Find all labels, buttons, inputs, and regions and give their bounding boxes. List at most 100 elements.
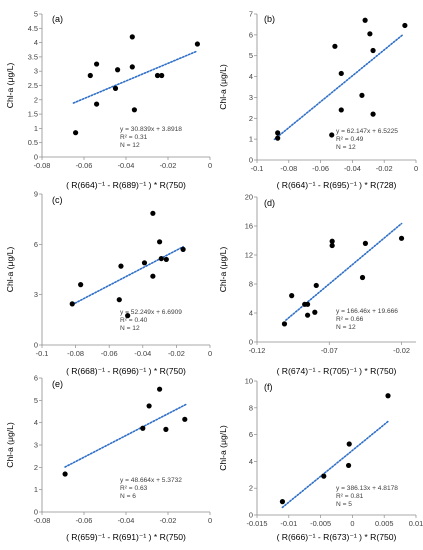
x-tick-label: -0.06	[101, 349, 118, 358]
x-tick-label: 0	[208, 349, 212, 358]
panel-label: (d)	[264, 198, 275, 208]
r-squared: R² = 0.66	[336, 316, 364, 323]
data-point	[275, 130, 281, 136]
data-point	[182, 416, 188, 422]
data-point	[146, 403, 152, 409]
panel-label: (f)	[264, 382, 273, 392]
data-point	[321, 473, 327, 479]
data-point	[129, 64, 135, 70]
data-point	[140, 425, 146, 431]
y-tick-label: 5	[34, 10, 38, 19]
r-squared: R² = 0.40	[120, 317, 148, 324]
y-tick-label: 6	[249, 30, 253, 39]
sample-count: N = 12	[336, 144, 356, 151]
y-tick-label: 2	[34, 95, 38, 104]
data-point	[159, 72, 165, 79]
data-point	[116, 297, 122, 303]
data-point	[150, 210, 156, 216]
y-tick-label: 3.5	[28, 52, 38, 61]
x-tick-label: -0.08	[280, 164, 297, 173]
y-axis-label: Chl-a (μg/L)	[218, 425, 228, 471]
y-tick-label: 1	[249, 135, 253, 144]
trendline	[64, 403, 188, 468]
x-tick-label: 0	[208, 161, 212, 170]
x-tick-label: -0.02	[160, 161, 177, 170]
x-axis-label: ( R(666)⁻¹ - R(673)⁻¹ ) * R(750)	[277, 532, 397, 542]
chart-panel-f: 0 2 4 6 8 10 -0.015 -0.01 -0.005 0 0.005 0.01 (f) y =…	[218, 377, 423, 543]
x-tick-label: -0.04	[118, 516, 135, 525]
y-tick-label: 8	[249, 403, 253, 412]
y-tick-label: 1.5	[28, 110, 38, 119]
data-point	[362, 17, 368, 23]
y-tick-label: 3	[34, 290, 38, 299]
regression-equation: y = 62.147x + 6.5225	[336, 128, 398, 135]
data-point	[94, 61, 100, 67]
chart-panel-b: 0 1 2 3 4 5 6 7 -0.1 -0.08 -0.06 -0.04 -0.02 0 (b) y = …	[218, 10, 418, 191]
x-tick-label: -0.04	[344, 164, 361, 173]
data-point	[118, 263, 124, 269]
y-tick-label: 8	[249, 280, 253, 289]
regression-equation: y = 30.839x + 3.8918	[120, 126, 182, 133]
data-point	[94, 101, 100, 107]
panel-label: (c)	[52, 195, 63, 205]
chart-panel-a: 0 0.5 1 1.5 2 2.5 3 3.5 4 4.5 5 -0.08 -0.06 -0.04 -0.0…	[5, 10, 212, 191]
data-point	[304, 312, 311, 318]
x-axis-label: ( R(668)⁻¹ - R(696)⁻¹ ) * R(750)	[66, 366, 186, 376]
y-tick-label: 6	[249, 430, 253, 439]
y-tick-label: 12	[245, 251, 253, 260]
x-axis-label: ( R(664)⁻¹ - R(695)⁻¹ ) * R(728)	[277, 180, 397, 190]
data-point	[78, 282, 84, 288]
y-tick-label: 0	[249, 511, 253, 520]
data-point	[125, 313, 131, 319]
data-point	[329, 242, 335, 249]
y-tick-label: 4.5	[28, 24, 38, 33]
data-point	[329, 238, 335, 244]
data-point	[62, 471, 68, 477]
x-tick-label: -0.08	[67, 349, 84, 358]
x-tick-label: 0	[208, 516, 212, 525]
y-tick-label: 0	[34, 341, 38, 350]
r-squared: R² = 0.49	[336, 136, 364, 143]
data-point	[150, 273, 156, 279]
y-tick-label: 1	[34, 124, 38, 133]
data-point	[157, 239, 163, 245]
data-point	[289, 293, 295, 299]
y-axis-label: Chl-a (μg/L)	[5, 247, 15, 293]
r-squared: R² = 0.81	[336, 493, 364, 500]
y-tick-label: 5	[249, 51, 253, 60]
y-tick-label: 4	[249, 457, 253, 466]
x-tick-label: -0.005	[310, 519, 331, 528]
data-point	[163, 256, 169, 263]
y-tick-label: 4	[34, 418, 38, 427]
x-tick-label: -0.06	[76, 516, 93, 525]
data-point	[194, 41, 200, 47]
y-tick-label: 5	[34, 396, 38, 405]
y-tick-label: 3	[34, 441, 38, 450]
chart-panel-d: 0 4 8 12 16 20 -0.12 -0.07 -0.02 (d) y = 166.46x +…	[218, 193, 416, 376]
data-point	[163, 426, 169, 432]
x-axis-label: ( R(674)⁻¹ - R(705)⁻¹ ) * R(750)	[277, 366, 397, 376]
data-point	[180, 246, 186, 252]
y-tick-label: 4	[249, 72, 253, 81]
data-point	[141, 260, 148, 266]
panel-label: (b)	[264, 14, 275, 24]
sample-count: N = 12	[120, 142, 140, 149]
x-tick-label: -0.01	[280, 519, 297, 528]
y-tick-label: 0	[249, 338, 253, 347]
data-point	[345, 462, 352, 469]
regression-equation: y = 48.664x + 5.3732	[120, 477, 182, 484]
sample-count: N = 5	[336, 501, 352, 508]
regression-equation: y = 166.46x + 19.666	[336, 308, 398, 315]
trendline	[281, 420, 389, 509]
y-tick-label: 2	[249, 484, 253, 493]
data-point	[87, 72, 93, 79]
data-point	[279, 499, 286, 505]
trendline	[72, 50, 199, 104]
x-tick-label: -0.08	[34, 516, 51, 525]
data-point	[281, 321, 288, 327]
data-point	[398, 235, 405, 241]
data-point	[332, 43, 338, 49]
y-tick-label: 3	[34, 67, 38, 76]
regression-equation: y = 386.13x + 4.8178	[336, 485, 398, 492]
